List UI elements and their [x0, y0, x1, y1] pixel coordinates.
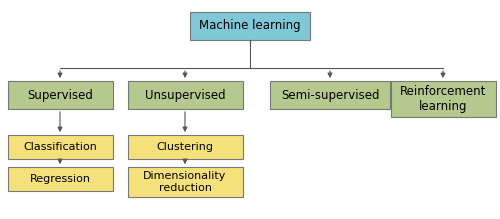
Text: Semi-supervised: Semi-supervised	[281, 88, 380, 101]
Text: Unsupervised: Unsupervised	[144, 88, 226, 101]
Text: Regression: Regression	[30, 174, 90, 184]
Text: Supervised: Supervised	[27, 88, 93, 101]
FancyBboxPatch shape	[128, 167, 242, 197]
Text: Dimensionality
reduction: Dimensionality reduction	[144, 171, 226, 193]
FancyBboxPatch shape	[8, 167, 113, 191]
Text: Reinforcement
learning: Reinforcement learning	[400, 85, 486, 113]
FancyBboxPatch shape	[128, 135, 242, 159]
FancyBboxPatch shape	[390, 81, 496, 117]
FancyBboxPatch shape	[8, 135, 113, 159]
Text: Clustering: Clustering	[156, 142, 214, 152]
Text: Machine learning: Machine learning	[199, 19, 301, 32]
FancyBboxPatch shape	[190, 12, 310, 40]
Text: Classification: Classification	[23, 142, 97, 152]
FancyBboxPatch shape	[270, 81, 390, 109]
FancyBboxPatch shape	[128, 81, 242, 109]
FancyBboxPatch shape	[8, 81, 113, 109]
